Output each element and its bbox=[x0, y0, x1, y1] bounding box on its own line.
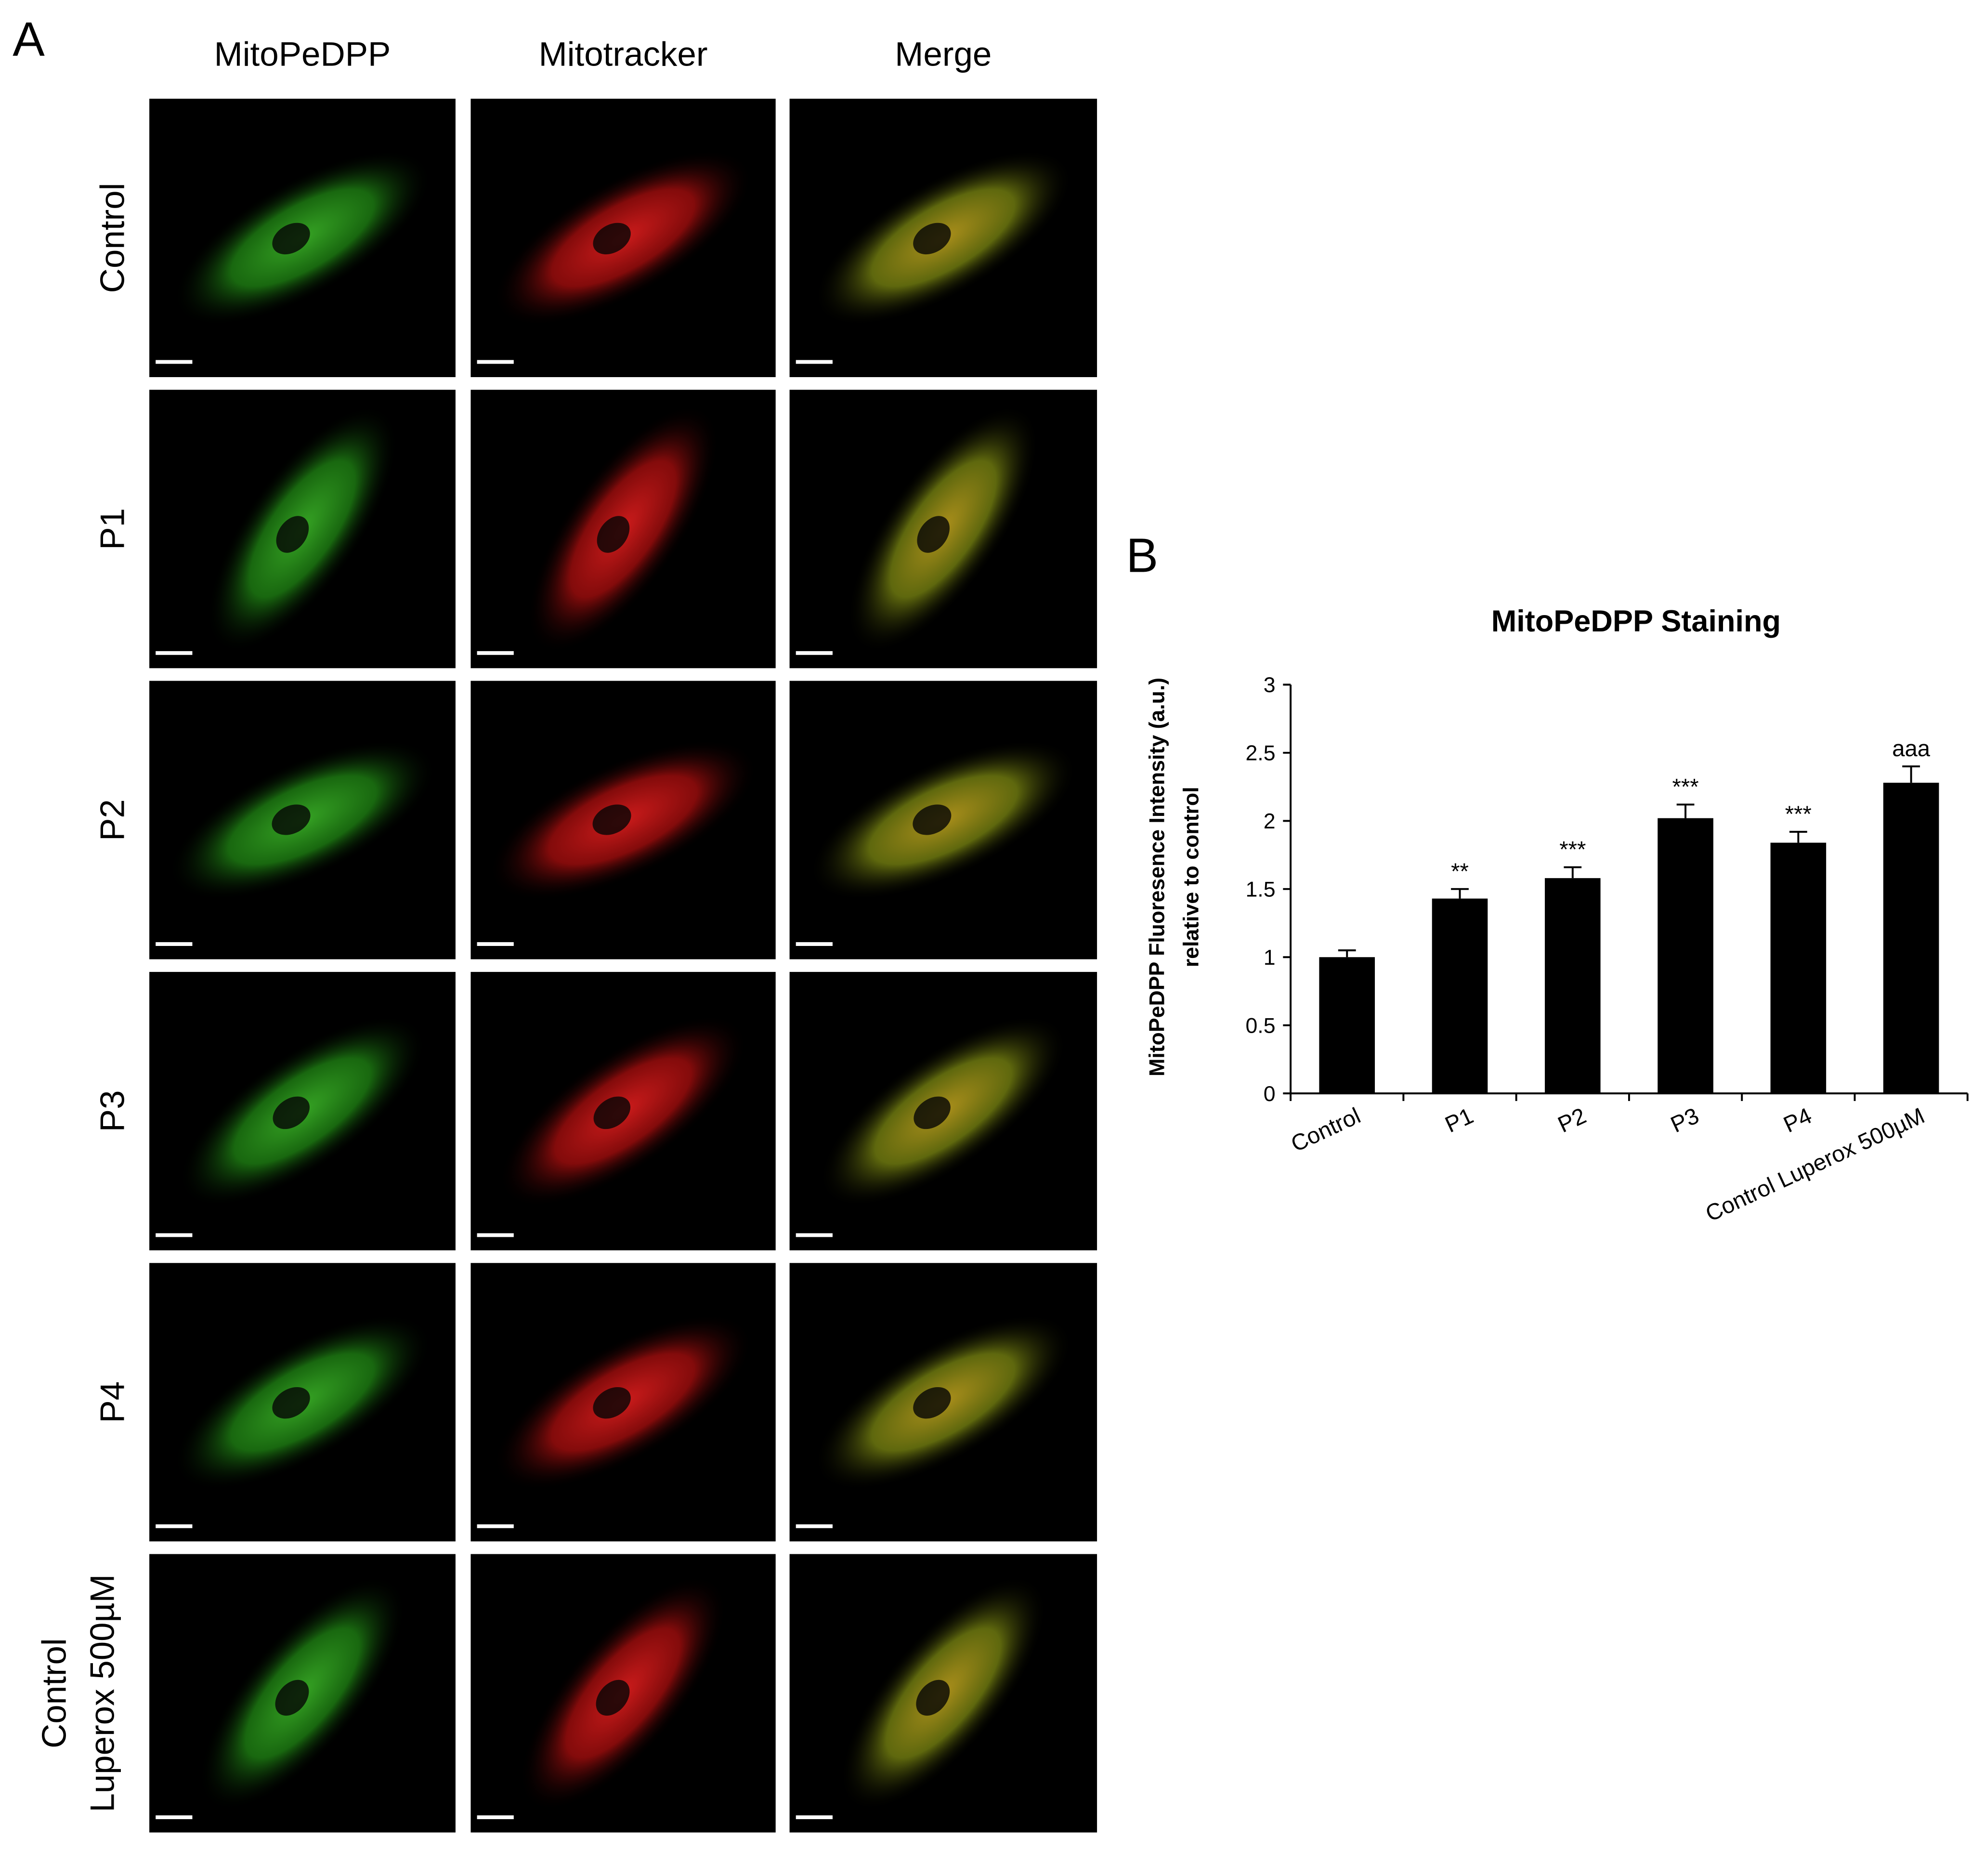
bar bbox=[1658, 818, 1713, 1094]
micrograph bbox=[470, 1263, 776, 1542]
y-axis-label: MitoPeDPP Fluoresence Intensity (a.u.) bbox=[1145, 678, 1169, 1076]
panel-label: A bbox=[13, 13, 45, 66]
bar bbox=[1319, 957, 1375, 1094]
nucleus bbox=[917, 516, 950, 553]
row-label: P1 bbox=[94, 508, 132, 550]
y-tick-label: 0.5 bbox=[1245, 1014, 1275, 1037]
x-tick-label: P4 bbox=[1780, 1103, 1816, 1138]
x-tick-label: P1 bbox=[1441, 1103, 1477, 1138]
micrograph bbox=[789, 98, 1097, 377]
nucleus bbox=[276, 516, 309, 553]
micrograph bbox=[470, 98, 776, 377]
x-tick-label: Control bbox=[1287, 1103, 1365, 1157]
micrograph bbox=[470, 1554, 776, 1833]
micrograph bbox=[149, 971, 456, 1250]
y-axis-label: relative to control bbox=[1179, 787, 1203, 968]
micrograph bbox=[149, 1554, 456, 1833]
row-label: P4 bbox=[94, 1381, 132, 1423]
micrograph bbox=[470, 390, 776, 669]
micrograph bbox=[149, 98, 456, 377]
nucleus bbox=[596, 1679, 630, 1716]
micrograph bbox=[789, 1263, 1097, 1542]
y-tick-label: 3 bbox=[1264, 673, 1276, 697]
x-tick-label: P2 bbox=[1554, 1103, 1590, 1138]
row-label: P3 bbox=[94, 1090, 132, 1132]
error-bar bbox=[1676, 803, 1695, 818]
micrograph bbox=[789, 1554, 1097, 1833]
x-tick-label: P3 bbox=[1667, 1103, 1703, 1138]
chart-title: MitoPeDPP Staining bbox=[1491, 604, 1781, 638]
bar bbox=[1544, 878, 1601, 1094]
nucleus bbox=[273, 1096, 310, 1129]
nucleus bbox=[914, 1096, 951, 1129]
y-tick-label: 2 bbox=[1264, 810, 1276, 833]
row-label: Control bbox=[94, 183, 132, 293]
nucleus bbox=[592, 804, 631, 835]
error-bar bbox=[1789, 831, 1807, 843]
nucleus bbox=[913, 223, 951, 255]
error-bar bbox=[1338, 949, 1356, 958]
significance-label: *** bbox=[1785, 801, 1812, 827]
nucleus bbox=[913, 804, 952, 835]
column-header: Merge bbox=[895, 36, 992, 74]
micrograph bbox=[470, 971, 776, 1250]
row-label: P2 bbox=[94, 799, 132, 841]
bar bbox=[1883, 783, 1939, 1094]
y-tick-label: 1.5 bbox=[1245, 878, 1275, 902]
micrograph bbox=[789, 681, 1097, 959]
nucleus bbox=[913, 1387, 951, 1419]
nucleus bbox=[593, 223, 631, 255]
significance-label: *** bbox=[1559, 837, 1586, 863]
row-label: Control bbox=[36, 1638, 74, 1748]
micrograph bbox=[789, 971, 1097, 1250]
micrograph bbox=[149, 1263, 456, 1542]
x-tick-label: Control Luperox 500µM bbox=[1702, 1103, 1929, 1227]
bar bbox=[1432, 898, 1488, 1094]
column-header: MitoPeDPP bbox=[214, 36, 391, 74]
y-tick-label: 1 bbox=[1264, 946, 1276, 970]
nucleus bbox=[272, 804, 311, 835]
bar bbox=[1770, 842, 1827, 1094]
column-header: Mitotracker bbox=[539, 36, 708, 74]
panel-label: B bbox=[1126, 529, 1159, 583]
y-tick-label: 0 bbox=[1264, 1082, 1276, 1106]
y-tick-label: 2.5 bbox=[1245, 742, 1275, 765]
nucleus bbox=[275, 1679, 309, 1716]
error-bar bbox=[1451, 888, 1469, 899]
nucleus bbox=[272, 1387, 310, 1419]
nucleus bbox=[597, 516, 630, 553]
nucleus bbox=[593, 1387, 631, 1419]
significance-label: aaa bbox=[1892, 736, 1931, 761]
significance-label: *** bbox=[1672, 774, 1698, 800]
error-bar bbox=[1902, 765, 1920, 783]
error-bar bbox=[1564, 866, 1582, 879]
micrograph bbox=[470, 681, 776, 959]
significance-label: ** bbox=[1451, 859, 1469, 884]
micrograph bbox=[789, 390, 1097, 669]
micrograph bbox=[149, 390, 456, 669]
nucleus bbox=[593, 1096, 631, 1129]
row-label: Luperox 500µM bbox=[84, 1574, 122, 1812]
nucleus bbox=[916, 1679, 950, 1716]
micrograph bbox=[149, 681, 456, 959]
nucleus bbox=[272, 223, 310, 255]
